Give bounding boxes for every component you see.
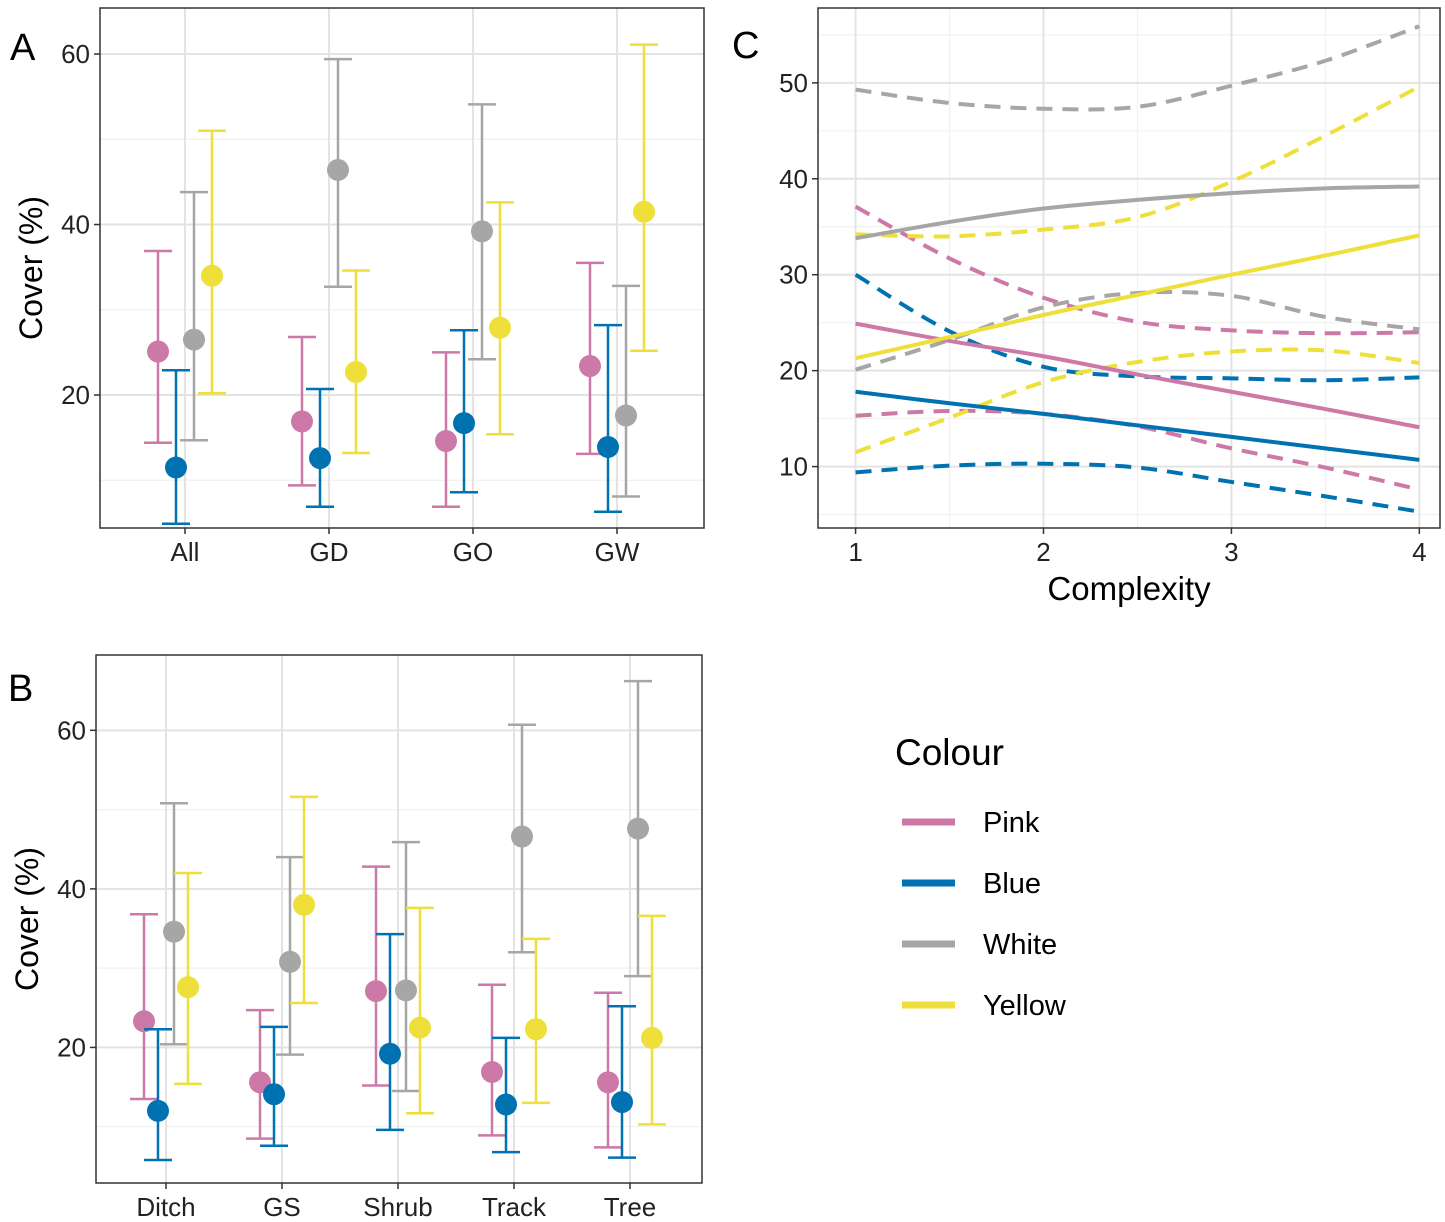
- fit-line-white: [855, 184, 1420, 241]
- panel-label-b: B: [8, 668, 33, 710]
- plot-border: [99, 7, 705, 529]
- point-white-gs: [279, 950, 301, 973]
- point-blue-all: [165, 456, 187, 479]
- fit-line-pink: [855, 321, 1420, 430]
- panel-a: 20 40 60 All GD GO GW Cover (%): [13, 7, 705, 567]
- x-tick-label: 4: [1412, 537, 1426, 567]
- fit-line-blue: [855, 389, 1420, 462]
- point-blue-go: [453, 412, 475, 435]
- x-tick-label: Ditch: [136, 1192, 195, 1222]
- y-tick-label: 10: [779, 452, 808, 482]
- point-white-tree: [627, 817, 649, 840]
- panel-b: 20 40 60 Ditch GS Shrub Track Tree Cover (%): [9, 654, 703, 1222]
- y-tick-label: 60: [61, 39, 90, 69]
- x-axis-title: Complexity: [1047, 570, 1211, 607]
- point-yellow-go: [489, 316, 511, 339]
- point-blue-track: [495, 1093, 517, 1116]
- plot-border: [95, 654, 703, 1184]
- x-tick-label: Shrub: [363, 1192, 432, 1222]
- ci-upper-pink: [854, 204, 1420, 336]
- ci-upper-white: [855, 24, 1421, 112]
- panel-c: 10 20 30 40 50 1 2 3 4 Complexity: [779, 7, 1441, 607]
- x-tick-label: GO: [453, 537, 493, 567]
- y-tick-label: 30: [779, 260, 808, 290]
- x-tick-label: GS: [263, 1192, 301, 1222]
- y-axis-title: Cover (%): [9, 847, 45, 991]
- ci-upper-yellow: [855, 84, 1421, 239]
- y-axis-title: Cover (%): [13, 196, 49, 340]
- x-tick-label: 1: [848, 537, 862, 567]
- point-pink-gd: [291, 410, 313, 433]
- point-pink-ditch: [133, 1010, 155, 1033]
- point-pink-go: [435, 430, 457, 453]
- legend: Colour Pink Blue White Yellow: [895, 732, 1067, 1022]
- ci-upper-blue: [854, 273, 1420, 383]
- point-yellow-all: [201, 264, 223, 287]
- point-pink-all: [147, 340, 169, 363]
- point-white-track: [511, 825, 533, 848]
- point-pink-track: [481, 1061, 503, 1084]
- point-blue-shrub: [379, 1042, 401, 1065]
- point-white-gw: [615, 404, 637, 427]
- point-blue-gw: [597, 436, 619, 459]
- panel-label-a: A: [10, 27, 36, 69]
- x-tick-label: 3: [1224, 537, 1238, 567]
- point-yellow-ditch: [177, 976, 199, 999]
- point-pink-shrub: [365, 980, 387, 1003]
- legend-label-yellow: Yellow: [983, 990, 1067, 1022]
- x-tick-label: All: [171, 537, 200, 567]
- y-tick-label: 50: [779, 68, 808, 98]
- point-yellow-gd: [345, 361, 367, 383]
- y-tick-label: 40: [61, 210, 90, 240]
- point-white-gd: [327, 158, 349, 181]
- point-yellow-tree: [641, 1026, 663, 1049]
- point-white-all: [183, 328, 205, 351]
- legend-title: Colour: [895, 732, 1004, 773]
- panel-label-c: C: [732, 25, 759, 67]
- y-tick-label: 20: [779, 356, 808, 386]
- y-tick-label: 20: [61, 380, 90, 410]
- plot-border: [817, 7, 1441, 529]
- ci-lower-pink: [855, 408, 1420, 492]
- point-yellow-gs: [293, 893, 315, 916]
- point-pink-tree: [597, 1071, 619, 1094]
- point-white-shrub: [395, 979, 417, 1002]
- point-yellow-shrub: [409, 1016, 431, 1039]
- legend-label-pink: Pink: [983, 807, 1040, 839]
- y-tick-label: 40: [57, 874, 86, 904]
- x-tick-label: Track: [482, 1192, 547, 1222]
- point-white-go: [471, 220, 493, 243]
- ci-lower-yellow: [854, 347, 1420, 455]
- y-tick-label: 20: [57, 1032, 86, 1062]
- y-tick-label: 40: [779, 164, 808, 194]
- x-tick-label: GW: [595, 537, 640, 567]
- point-yellow-gw: [633, 200, 655, 223]
- point-blue-gd: [309, 447, 331, 470]
- x-tick-label: Tree: [604, 1192, 657, 1222]
- point-white-ditch: [163, 920, 185, 943]
- x-tick-label: GD: [310, 537, 349, 567]
- fit-line-yellow: [855, 233, 1420, 361]
- legend-label-white: White: [983, 929, 1057, 961]
- legend-label-blue: Blue: [983, 868, 1041, 900]
- point-blue-tree: [611, 1091, 633, 1114]
- point-blue-ditch: [147, 1099, 169, 1122]
- point-pink-gw: [579, 355, 601, 378]
- point-yellow-track: [525, 1018, 547, 1041]
- ci-lower-blue: [855, 461, 1420, 514]
- plot-background: [818, 8, 1440, 528]
- x-tick-label: 2: [1036, 537, 1050, 567]
- point-blue-gs: [263, 1083, 285, 1106]
- y-tick-label: 60: [57, 715, 86, 745]
